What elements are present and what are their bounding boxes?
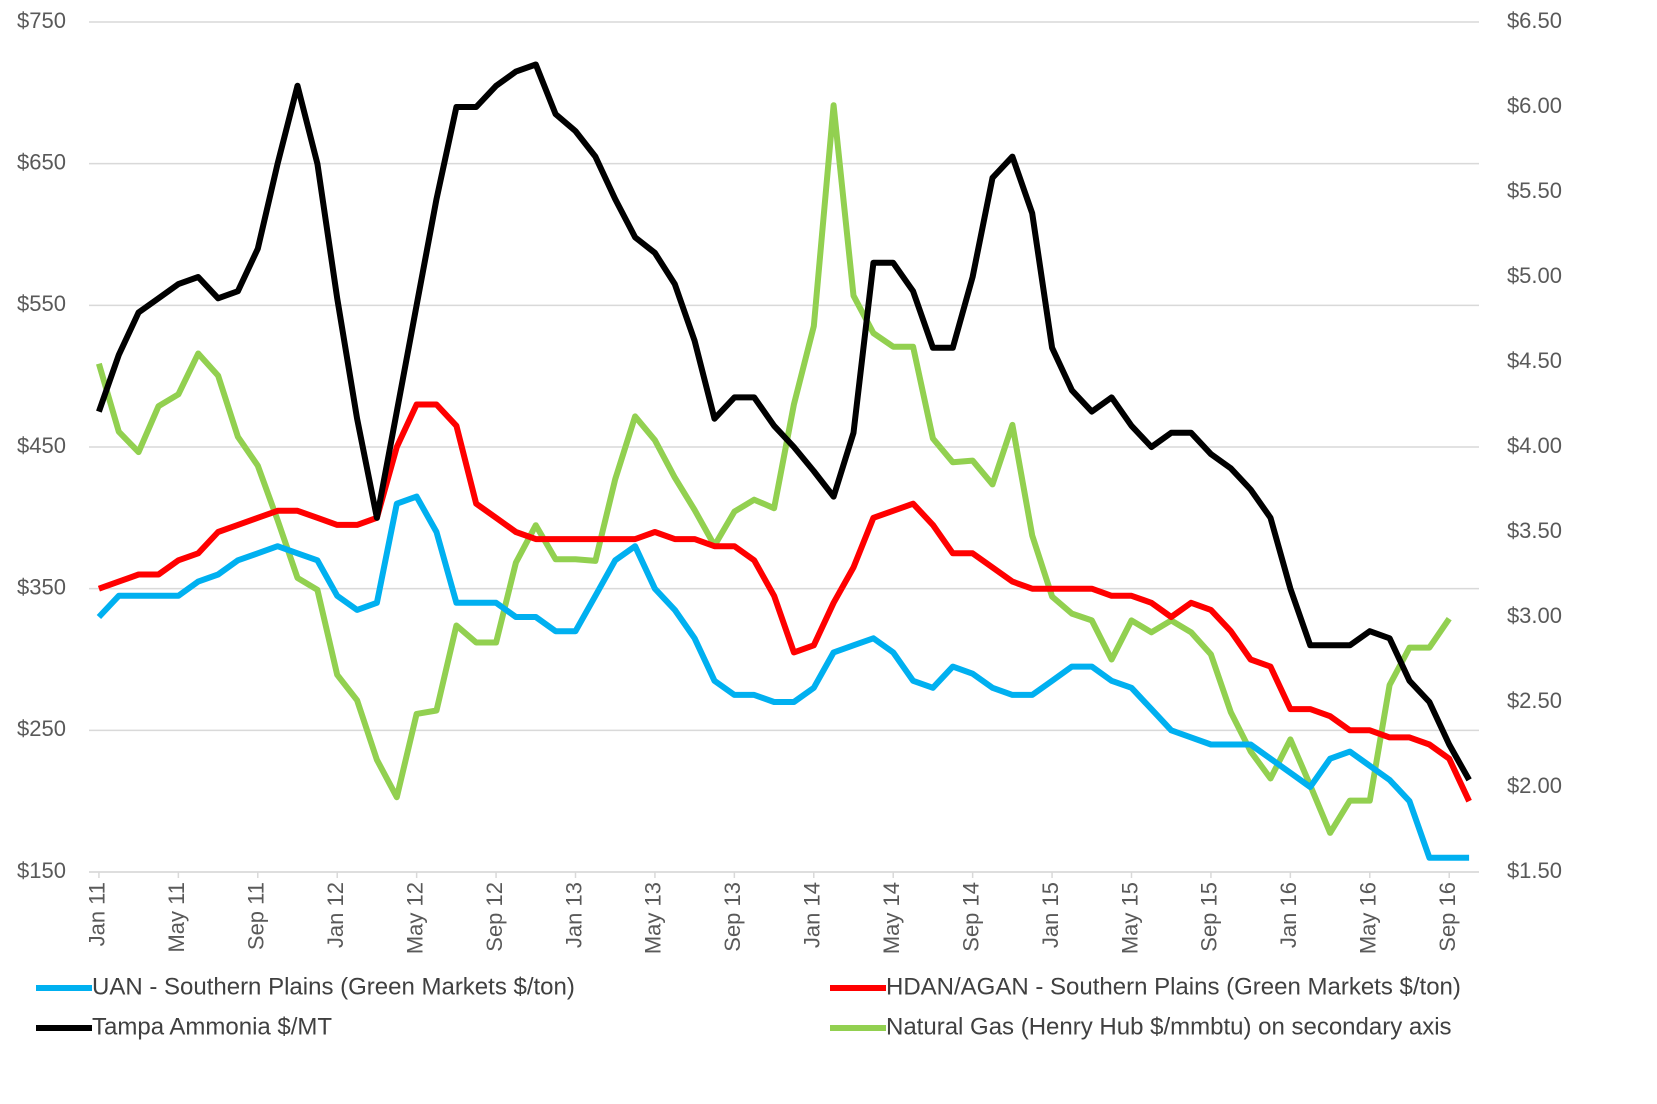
x-tick-label: Jan 12 — [323, 882, 348, 948]
x-tick-label: Sep 16 — [1435, 882, 1460, 952]
y-tick-label: $750 — [17, 8, 66, 33]
y2-tick-label: $5.00 — [1507, 263, 1562, 288]
y-tick-label: $450 — [17, 433, 66, 458]
y2-tick-label: $2.00 — [1507, 773, 1562, 798]
x-tick-label: May 16 — [1356, 882, 1381, 954]
x-tick-label: Sep 14 — [958, 882, 983, 952]
legend-label: HDAN/AGAN - Southern Plains (Green Marke… — [886, 973, 1461, 1000]
y2-tick-label: $6.50 — [1507, 8, 1562, 33]
x-tick-label: Sep 11 — [244, 882, 269, 950]
y2-tick-label: $3.00 — [1507, 603, 1562, 628]
y2-tick-label: $4.50 — [1507, 348, 1562, 373]
series-line — [96, 61, 1472, 782]
legend: UAN - Southern Plains (Green Markets $/t… — [36, 973, 1461, 1040]
y2-tick-label: $4.00 — [1507, 433, 1562, 458]
y2-tick-label: $1.50 — [1507, 858, 1562, 883]
x-tick-label: Jan 13 — [561, 882, 586, 948]
legend-label: Natural Gas (Henry Hub $/mmbtu) on secon… — [886, 1013, 1452, 1040]
y2-tick-label: $2.50 — [1507, 688, 1562, 713]
x-tick-label: Sep 15 — [1197, 882, 1222, 952]
y-tick-label: $350 — [17, 574, 66, 599]
x-tick-label: Jan 14 — [800, 882, 825, 948]
y-tick-label: $650 — [17, 149, 66, 174]
legend-label: Tampa Ammonia $/MT — [92, 1013, 332, 1040]
legend-label: UAN - Southern Plains (Green Markets $/t… — [92, 973, 575, 1000]
x-tick-label: May 12 — [402, 882, 427, 954]
y2-tick-label: $5.50 — [1507, 178, 1562, 203]
x-tick-label: Jan 15 — [1038, 882, 1063, 948]
y-tick-label: $550 — [17, 291, 66, 316]
x-tick-label: May 15 — [1117, 882, 1142, 954]
y-tick-label: $250 — [17, 716, 66, 741]
series-line — [96, 493, 1470, 861]
x-tick-label: Jan 11 — [85, 882, 110, 946]
y-tick-label: $150 — [17, 858, 66, 883]
x-tick-label: May 14 — [879, 882, 904, 954]
y2-tick-label: $3.50 — [1507, 518, 1562, 543]
x-tick-label: May 13 — [641, 882, 666, 954]
x-tick-label: May 11 — [164, 882, 189, 953]
y2-tick-label: $6.00 — [1507, 93, 1562, 118]
x-tick-label: Sep 12 — [482, 882, 507, 952]
x-tick-label: Sep 13 — [720, 882, 745, 952]
x-tick-label: Jan 16 — [1276, 882, 1301, 948]
series-line — [96, 102, 1452, 836]
series-line — [97, 401, 1472, 803]
